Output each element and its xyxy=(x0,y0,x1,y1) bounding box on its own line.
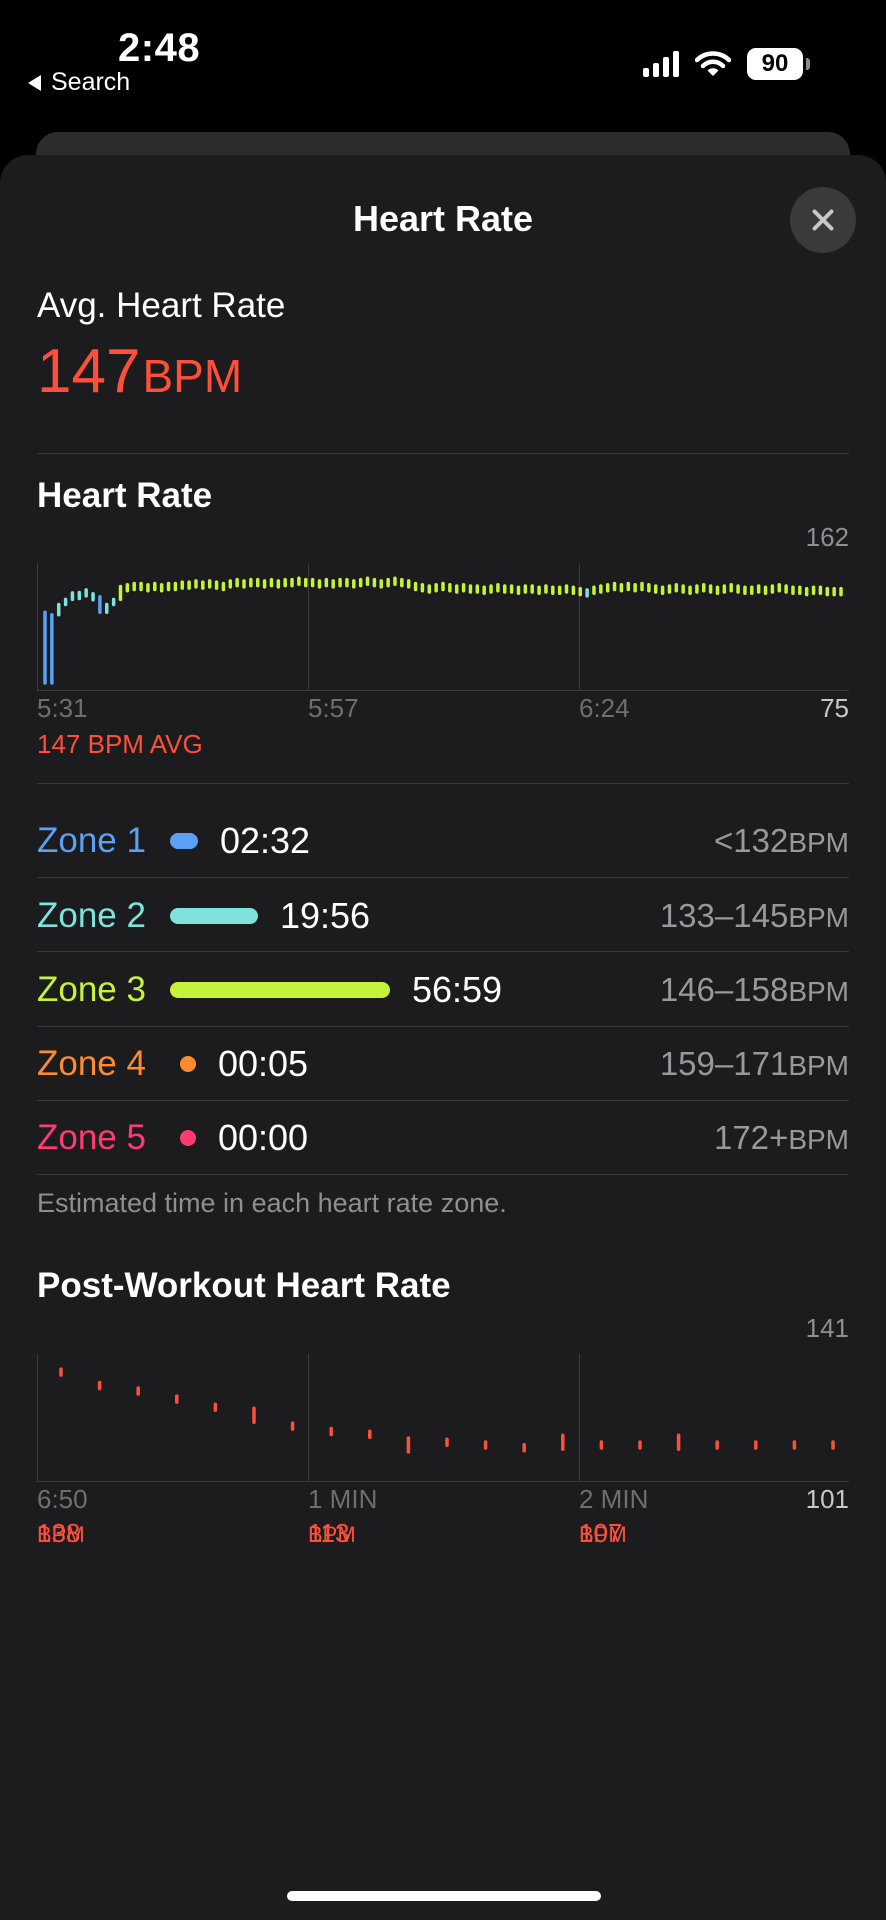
post-x-label-mid: 1 MIN xyxy=(308,1484,378,1514)
back-arrow-icon xyxy=(28,74,41,91)
post-value-2min: 107 BPM xyxy=(579,1518,627,1548)
hr-avg-note: 147 BPM AVG xyxy=(37,729,203,759)
zone-name: Zone 4 xyxy=(37,1044,146,1083)
battery-icon: 90 xyxy=(747,48,810,80)
post-x-label-start: 6:50 xyxy=(37,1484,88,1514)
zone-duration-bar xyxy=(169,833,198,849)
zone-row-5: Zone 5 00:00 172+BPM xyxy=(37,1101,849,1175)
zone-divider xyxy=(37,951,849,952)
heart-rate-chart xyxy=(37,563,849,691)
avg-heart-rate-number: 147 xyxy=(37,337,141,406)
zone-name: Zone 3 xyxy=(37,970,146,1009)
zone-range: 172+BPM xyxy=(713,1119,849,1156)
status-icons: 90 xyxy=(643,48,810,80)
post-workout-chart xyxy=(37,1354,849,1482)
zone-row-4: Zone 4 00:05 159–171BPM xyxy=(37,1027,849,1101)
zone-range: 159–171BPM xyxy=(659,1045,849,1082)
zone-duration-bar xyxy=(169,908,258,924)
zone-name: Zone 1 xyxy=(37,821,146,860)
zone-time: 00:05 xyxy=(217,1043,309,1084)
zone-time: 19:56 xyxy=(279,895,371,936)
zone-duration-dot xyxy=(179,1130,196,1146)
zone-duration-dot xyxy=(179,1056,196,1072)
divider xyxy=(37,783,849,784)
zone-duration-bar xyxy=(169,982,390,998)
zone-divider xyxy=(37,877,849,878)
home-indicator xyxy=(287,1891,601,1901)
avg-heart-rate-value: 147 BPM xyxy=(37,336,242,407)
zone-row-3: Zone 3 56:59 146–158BPM xyxy=(37,953,849,1027)
avg-heart-rate-label: Avg. Heart Rate xyxy=(37,286,286,325)
post-y-min-label: 101 xyxy=(805,1484,849,1514)
zone-divider xyxy=(37,1026,849,1027)
heart-rate-sheet xyxy=(0,155,886,1920)
zone-divider xyxy=(37,1174,849,1175)
hr-y-max-label: 162 xyxy=(805,522,849,552)
post-value-start: 138 BPM xyxy=(37,1518,85,1548)
avg-heart-rate-unit: BPM xyxy=(142,350,243,402)
zone-row-2: Zone 2 19:56 133–145BPM xyxy=(37,879,849,953)
zone-time: 56:59 xyxy=(411,969,503,1010)
post-workout-chart-title: Post-Workout Heart Rate xyxy=(37,1266,451,1305)
hr-y-min-label: 75 xyxy=(820,693,849,723)
back-to-search-link[interactable]: Search xyxy=(28,68,130,97)
zone-time: 00:00 xyxy=(217,1117,309,1158)
post-x-axis: 6:50 1 MIN 2 MIN 101 xyxy=(37,1484,849,1516)
hr-x-axis: 5:31 5:57 6:24 75 xyxy=(37,693,849,725)
zone-row-1: Zone 1 02:32 <132BPM xyxy=(37,804,849,878)
battery-level: 90 xyxy=(747,48,803,80)
post-workout-values: 138 BPM 113 BPM 107 BPM xyxy=(37,1518,849,1550)
status-time: 2:48 xyxy=(118,26,201,70)
zone-range: 133–145BPM xyxy=(659,897,849,934)
post-value-1min: 113 BPM xyxy=(308,1518,356,1548)
hr-x-label-late: 6:24 xyxy=(579,693,630,723)
post-x-label-late: 2 MIN xyxy=(579,1484,649,1514)
back-label: Search xyxy=(51,68,131,96)
zone-time: 02:32 xyxy=(219,820,311,861)
hr-x-label-mid: 5:57 xyxy=(308,693,359,723)
zone-range: <132BPM xyxy=(713,822,849,859)
divider xyxy=(37,453,849,454)
close-button[interactable] xyxy=(790,187,856,253)
post-y-max-label: 141 xyxy=(805,1313,849,1343)
hr-x-label-start: 5:31 xyxy=(37,693,88,723)
zone-divider xyxy=(37,1100,849,1101)
zone-range: 146–158BPM xyxy=(659,971,849,1008)
zones-footnote: Estimated time in each heart rate zone. xyxy=(37,1188,507,1218)
zone-name: Zone 5 xyxy=(37,1118,146,1157)
heart-rate-chart-title: Heart Rate xyxy=(37,476,213,515)
signal-icon xyxy=(643,51,679,77)
zone-name: Zone 2 xyxy=(37,896,146,935)
sheet-title: Heart Rate xyxy=(352,198,534,239)
wifi-icon xyxy=(695,51,731,76)
